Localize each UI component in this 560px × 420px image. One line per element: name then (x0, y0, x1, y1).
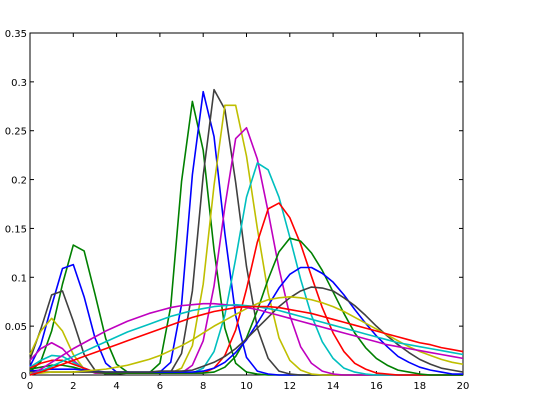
plot-area (29, 32, 464, 376)
x-tick-label: 10 (240, 381, 253, 392)
series-line (30, 286, 464, 373)
x-tick-label: 18 (413, 381, 426, 392)
x-tick-label: 12 (283, 381, 296, 392)
x-tick-label: 16 (370, 381, 383, 392)
y-tick-label: 0.2 (11, 176, 27, 187)
series-line (30, 296, 464, 374)
y-tick-label: 0.1 (11, 273, 27, 284)
y-tick-label: 0.3 (11, 78, 27, 89)
x-tick-label: 0 (27, 381, 33, 392)
x-tick-label: 20 (457, 381, 470, 392)
x-tick-label: 14 (327, 381, 340, 392)
x-tick-label: 8 (200, 381, 206, 392)
y-tick-label: 0.35 (5, 29, 27, 40)
series-line (29, 305, 464, 376)
series-line (29, 303, 464, 376)
y-tick-label: 0.25 (5, 127, 27, 138)
x-tick-label: 6 (157, 381, 163, 392)
y-tick-label: 0 (21, 371, 27, 382)
series-line (29, 302, 464, 376)
y-tick-label: 0.05 (5, 322, 27, 333)
x-tick-label: 2 (70, 381, 76, 392)
y-tick-label: 0.15 (5, 224, 27, 235)
x-tick-label: 4 (113, 381, 119, 392)
